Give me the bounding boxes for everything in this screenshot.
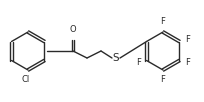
Text: F: F <box>161 75 165 84</box>
Text: F: F <box>136 58 141 67</box>
Text: S: S <box>113 53 119 63</box>
Text: F: F <box>185 35 190 44</box>
Text: Cl: Cl <box>22 75 30 84</box>
Text: O: O <box>70 26 76 34</box>
Text: F: F <box>161 18 165 27</box>
Text: F: F <box>185 58 190 67</box>
